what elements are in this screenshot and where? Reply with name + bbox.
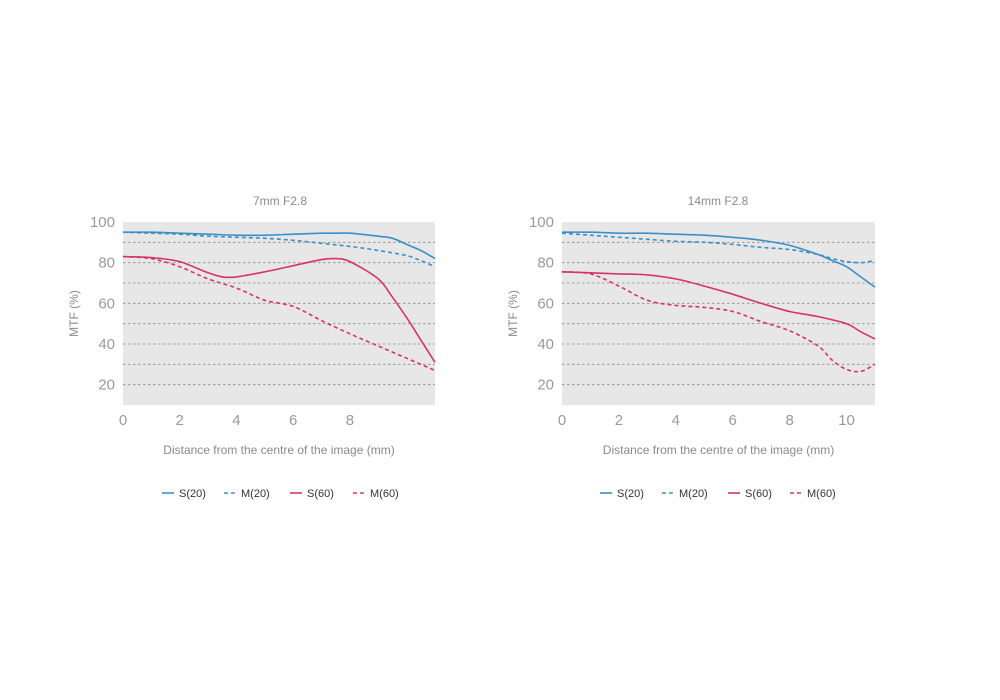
plot-area <box>123 222 435 405</box>
x-axis-label: Distance from the centre of the image (m… <box>163 443 394 457</box>
x-tick-label: 8 <box>785 412 793 429</box>
plot-area <box>562 222 875 405</box>
chart-title: 14mm F2.8 <box>688 194 749 208</box>
chart-title: 7mm F2.8 <box>253 194 307 208</box>
chart-2: 14mm F2.8 20 40 60 80 100 0 2 4 6 8 10 MTF (%) Distan… <box>506 194 876 500</box>
x-tick-label: 0 <box>558 412 566 429</box>
x-tick-label: 8 <box>346 412 354 429</box>
y-tick-label: 20 <box>537 377 554 394</box>
legend-label: S(60) <box>745 488 772 500</box>
x-tick-label: 2 <box>615 412 623 429</box>
y-tick-label: 100 <box>529 214 554 231</box>
legend-label: M(60) <box>807 488 836 500</box>
legend-label: M(60) <box>370 488 399 500</box>
y-tick-label: 60 <box>537 295 554 312</box>
series-line-m20 <box>561 232 876 264</box>
x-tick-label: 0 <box>119 412 127 429</box>
series-line-s60 <box>561 271 876 340</box>
series-line-s20 <box>122 231 436 260</box>
legend-label: S(60) <box>307 488 334 500</box>
legend-label: S(20) <box>617 488 644 500</box>
legend-label: M(20) <box>679 488 708 500</box>
series-line-s20 <box>561 231 876 288</box>
x-tick-label: 4 <box>672 412 680 429</box>
x-tick-label: 10 <box>838 412 855 429</box>
series-line-m60 <box>561 271 876 373</box>
y-tick-label: 100 <box>90 214 115 231</box>
y-tick-label: 20 <box>98 377 115 394</box>
chart-1: 7mm F2.8 20 40 60 80 100 0 2 4 6 8 MTF (%) Distance … <box>67 194 436 500</box>
y-axis-label: MTF (%) <box>506 290 520 337</box>
series-line-m20 <box>122 231 436 268</box>
legend-label: M(20) <box>241 488 270 500</box>
x-tick-label: 6 <box>729 412 737 429</box>
y-tick-label: 40 <box>98 336 115 353</box>
x-tick-label: 2 <box>176 412 184 429</box>
y-tick-label: 60 <box>98 295 115 312</box>
x-axis-label: Distance from the centre of the image (m… <box>603 443 834 457</box>
legend-label: S(20) <box>179 488 206 500</box>
y-tick-label: 40 <box>537 336 554 353</box>
series-line-s60 <box>122 255 436 363</box>
y-tick-label: 80 <box>537 255 554 272</box>
y-axis-label: MTF (%) <box>67 290 81 337</box>
series-line-m60 <box>122 255 436 372</box>
x-tick-label: 6 <box>289 412 297 429</box>
x-tick-label: 4 <box>232 412 240 429</box>
y-tick-label: 80 <box>98 255 115 272</box>
